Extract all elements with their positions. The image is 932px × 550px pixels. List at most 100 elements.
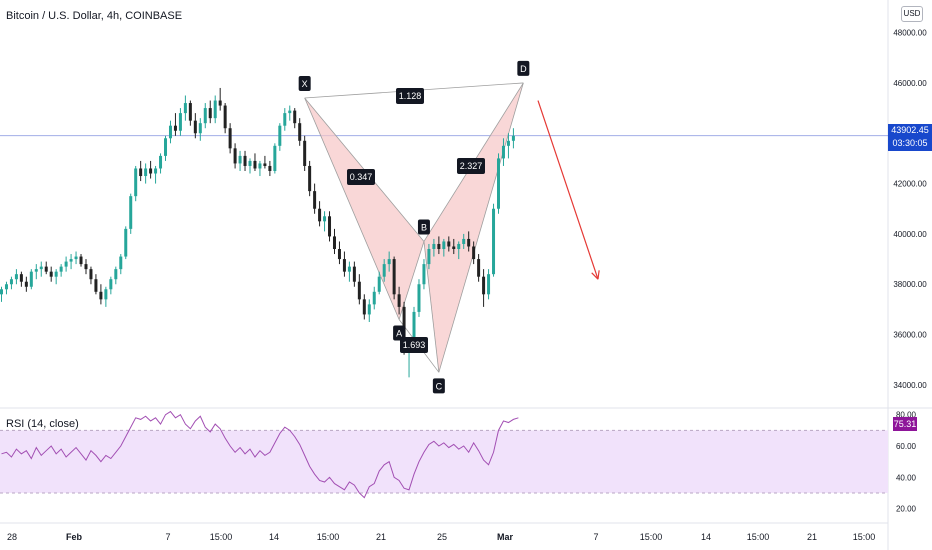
candle-body xyxy=(263,163,267,166)
time-axis[interactable]: 28 Feb 7 15:00 14 15:00 21 25 Mar 7 15:00 14 15:00 21… xyxy=(7,532,875,542)
candle-body xyxy=(173,125,177,131)
rsi-tick-2: 40.00 xyxy=(896,473,917,482)
candle-body xyxy=(357,281,361,300)
ratio-label-box xyxy=(347,169,375,185)
candle-20 xyxy=(99,284,103,305)
currency-button[interactable]: USD xyxy=(901,6,923,22)
projection-head-0 xyxy=(591,272,599,280)
candle-body xyxy=(154,168,158,174)
candle-body xyxy=(472,246,476,260)
candle-body xyxy=(487,274,491,295)
pattern-leg-1 xyxy=(398,241,425,320)
candle-22 xyxy=(109,276,113,295)
candle-body xyxy=(59,266,63,272)
candle-body xyxy=(268,165,272,171)
candle-30 xyxy=(149,160,153,179)
candle-58 xyxy=(288,105,292,121)
candle-31 xyxy=(154,165,158,184)
time-tick-3: 15:00 xyxy=(210,532,233,542)
candle-body xyxy=(109,279,113,290)
candle-body xyxy=(144,168,148,177)
candle-61 xyxy=(303,135,307,171)
candle-33 xyxy=(164,135,168,161)
candle-body xyxy=(238,155,242,164)
candle-body xyxy=(193,120,197,134)
candle-body xyxy=(477,259,481,277)
candle-62 xyxy=(308,160,312,197)
candle-50 xyxy=(248,158,252,174)
candle-55 xyxy=(273,143,277,174)
candle-44 xyxy=(218,87,222,111)
candle-body xyxy=(124,228,128,257)
rsi-tick-3: 20.00 xyxy=(896,505,917,514)
candle-body xyxy=(218,100,222,106)
candle-body xyxy=(293,110,297,124)
candle-body xyxy=(303,140,307,166)
candle-body xyxy=(0,289,3,295)
candle-49 xyxy=(243,150,247,171)
time-tick-14: 15:00 xyxy=(853,532,876,542)
candle-body xyxy=(134,168,138,197)
candle-body xyxy=(273,145,277,171)
candle-43 xyxy=(213,95,217,124)
candle-body xyxy=(14,274,18,280)
candle-body xyxy=(318,208,322,222)
candle-body xyxy=(382,264,386,277)
candle-body xyxy=(387,259,391,265)
candle-body xyxy=(288,110,292,114)
candle-body xyxy=(497,158,500,209)
candle-93 xyxy=(462,233,466,250)
time-tick-8: Mar xyxy=(497,532,514,542)
bar-countdown: 03:30:05 xyxy=(892,138,928,148)
candle-body xyxy=(149,168,153,174)
candle-95 xyxy=(472,241,476,265)
ratio-label-box xyxy=(396,88,424,104)
candle-34 xyxy=(168,120,172,144)
candle-body xyxy=(233,148,237,164)
price-tick-5: 38000.00 xyxy=(893,280,927,289)
rsi-label: RSI (14, close) xyxy=(6,418,79,430)
candle-body xyxy=(467,238,471,247)
candle-54 xyxy=(268,160,272,177)
candle-body xyxy=(432,243,436,250)
candle-body xyxy=(452,246,456,250)
point-label-box xyxy=(417,219,430,235)
candle-41 xyxy=(203,103,207,129)
candle-79 xyxy=(392,256,396,300)
candle-body xyxy=(94,279,98,292)
candle-0 xyxy=(0,286,3,302)
point-label-X: X xyxy=(298,76,311,92)
pattern-leg-2 xyxy=(423,241,440,373)
candle-80 xyxy=(397,286,401,315)
price-tick-0: 48000.00 xyxy=(893,29,927,38)
candle-body xyxy=(69,259,73,262)
candle-body xyxy=(208,108,212,119)
candle-37 xyxy=(183,95,187,121)
candle-45 xyxy=(223,103,227,134)
candle-51 xyxy=(253,153,257,171)
candle-14 xyxy=(69,254,73,270)
candle-2 xyxy=(9,276,13,290)
candle-96 xyxy=(477,254,481,282)
candle-body xyxy=(506,140,510,146)
candle-body xyxy=(352,266,356,282)
price-axis[interactable]: 48000.0046000.0044000.0042000.0040000.00… xyxy=(893,29,927,390)
candle-26 xyxy=(129,193,133,234)
candle-body xyxy=(203,108,207,124)
candle-17 xyxy=(84,259,88,275)
point-label-box xyxy=(298,76,311,92)
candle-103 xyxy=(511,128,515,149)
candle-64 xyxy=(318,201,322,227)
time-tick-6: 21 xyxy=(376,532,386,542)
candle-body xyxy=(323,216,327,222)
candle-body xyxy=(74,256,78,260)
candle-77 xyxy=(382,259,386,282)
candle-body xyxy=(188,103,192,121)
candle-75 xyxy=(372,286,376,310)
candle-body xyxy=(328,216,332,237)
candle-body xyxy=(84,264,88,270)
candle-69 xyxy=(342,251,346,277)
candle-body xyxy=(248,160,252,166)
ratio-label-text: 1.128 xyxy=(399,91,422,101)
